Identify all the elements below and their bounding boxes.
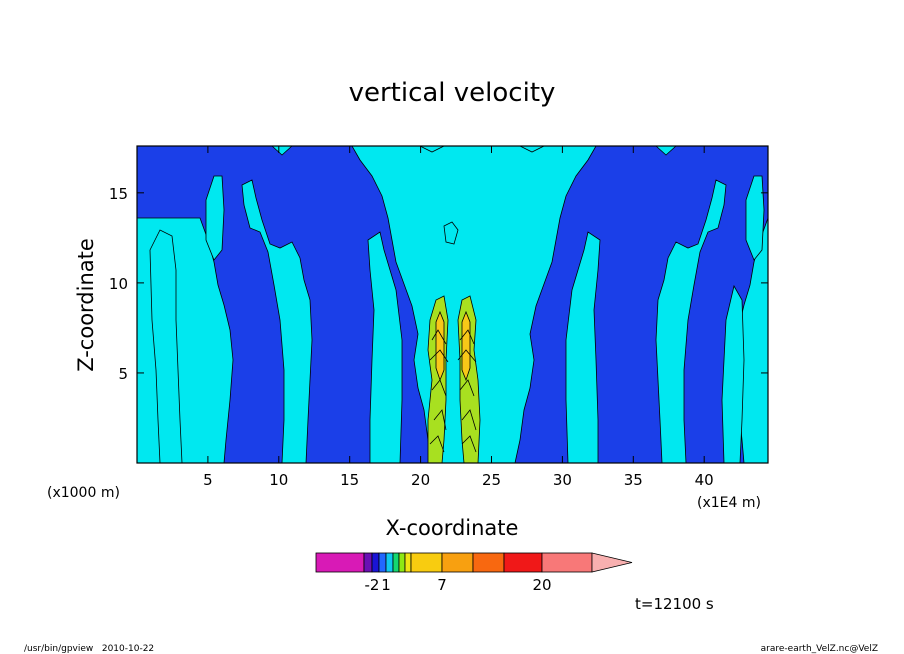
colorbar-swatch xyxy=(363,552,373,573)
y-axis: 5 10 15 xyxy=(109,185,768,383)
colorbar-label: 7 xyxy=(437,576,447,594)
x-unit-left: (x1000 m) xyxy=(47,485,120,501)
positive-streak xyxy=(721,284,745,464)
footer-left: /usr/bin/gpview 2010-10-22 xyxy=(24,644,154,654)
colorbar-swatch xyxy=(410,552,443,573)
colorbar-swatch xyxy=(503,552,543,573)
colorbar-label: -2 xyxy=(365,576,380,594)
colorbar-swatch xyxy=(371,552,380,573)
x-tick-label: 25 xyxy=(482,471,501,489)
x-tick-label: 10 xyxy=(269,471,288,489)
colorbar-extend-arrow xyxy=(591,552,633,573)
y-tick-label: 5 xyxy=(118,365,128,383)
footer-right: arare-earth_VelZ.nc@VelZ xyxy=(761,644,878,654)
positive-streak xyxy=(149,229,183,464)
time-label: t=12100 s xyxy=(635,595,714,613)
positive-streak xyxy=(443,221,459,245)
y-axis-label: Z-coordinate xyxy=(74,238,98,372)
colorbar-label: 1 xyxy=(381,576,391,594)
chart-title: vertical velocity xyxy=(349,78,556,108)
updraft-core-left xyxy=(427,295,449,464)
x-axis-label: X-coordinate xyxy=(386,516,519,540)
colorbar-swatch xyxy=(378,552,387,573)
colorbar-swatch xyxy=(392,552,400,573)
x-tick-label: 20 xyxy=(411,471,430,489)
colorbar-swatch xyxy=(398,552,406,573)
colorbar-swatch xyxy=(315,552,365,573)
positive-streak xyxy=(205,175,225,261)
x-tick-label: 35 xyxy=(624,471,643,489)
updraft-core-right xyxy=(457,295,481,464)
plot-frame xyxy=(136,145,769,464)
x-unit-right: (x1E4 m) xyxy=(697,495,761,511)
colorbar-swatch xyxy=(404,552,412,573)
x-tick-label: 40 xyxy=(695,471,714,489)
colorbar-swatch xyxy=(541,552,593,573)
x-tick-label: 5 xyxy=(203,471,213,489)
plot-area xyxy=(136,145,769,464)
colorbar: -2 1 7 20 xyxy=(315,552,633,594)
colorbar-swatch xyxy=(441,552,474,573)
positive-streak xyxy=(745,175,765,261)
x-axis: 5 10 15 20 25 30 35 40 xyxy=(203,146,714,489)
colorbar-swatch xyxy=(472,552,505,573)
colorbar-swatch xyxy=(385,552,394,573)
y-tick-label: 15 xyxy=(109,185,128,203)
x-tick-label: 15 xyxy=(340,471,359,489)
y-tick-label: 10 xyxy=(109,275,128,293)
colorbar-label: 20 xyxy=(532,576,551,594)
negative-velocity-region xyxy=(136,145,769,464)
x-tick-label: 30 xyxy=(553,471,572,489)
